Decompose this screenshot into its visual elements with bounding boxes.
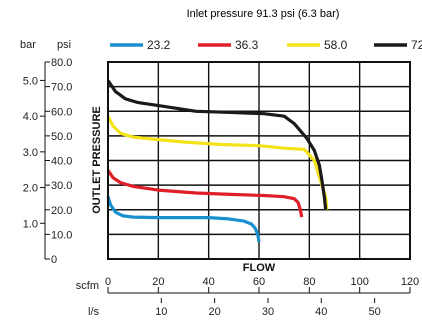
y-tick-label-psi: 20.0 [51,205,72,217]
x-tick-label-scfm: 60 [253,276,265,288]
series-line-58.0 [106,115,329,210]
y-unit-bar-label: bar [20,39,36,51]
y-axes: 0 10.0 20.0 30.0 40.0 50.0 60.0 70.0 80.0 1.0 2.0 3… [23,57,73,266]
x-unit-ls-label: l/s [88,306,100,318]
y-tick-label-psi: 60.0 [51,106,72,118]
x-tick-label-scfm: 40 [203,276,215,288]
y-tick-label-psi: 30.0 [51,180,72,192]
legend-label-72.5: 72.5 [411,38,422,52]
legend: 23.2 36.3 58.0 72.5 [110,38,422,52]
x-tick-label-ls: 20 [209,306,221,318]
legend-label-36.3: 36.3 [235,38,259,52]
plot-frame [107,61,411,260]
series-group [106,79,329,243]
x-tick-label-ls: 50 [369,306,381,318]
x-tick-label-ls: 30 [262,306,274,318]
x-tick-label-scfm: 120 [401,276,419,288]
x-tick-label-ls: 10 [155,306,167,318]
y-tick-label-psi: 0 [51,254,57,266]
series-line-23.2 [106,196,261,243]
y-tick-label-bar: 4.0 [23,111,38,123]
x-unit-scfm-label: scfm [76,280,99,292]
legend-label-58.0: 58.0 [324,38,348,52]
y-tick-label-bar: 3.0 [23,147,38,159]
x-tick-label-scfm: 100 [350,276,368,288]
x-axis-label: FLOW [243,262,276,274]
grid [108,62,410,259]
y-tick-label-bar: 2.0 [23,183,38,195]
legend-label-23.2: 23.2 [147,38,171,52]
series-line-36.3 [106,169,304,218]
y-axis-label: OUTLET PRESSURE [91,106,103,214]
series-line-72.5 [106,79,328,210]
y-tick-label-bar: 1.0 [23,218,38,230]
y-unit-psi-label: psi [57,39,71,51]
x-axes: 0 20 40 60 80 100 120 10 20 30 40 50 [105,276,419,318]
y-tick-label-psi: 40.0 [51,156,72,168]
y-tick-label-psi: 50.0 [51,131,72,143]
y-tick-label-psi: 10.0 [51,229,72,241]
chart-title: Inlet pressure 91.3 psi (6.3 bar) [187,8,340,20]
y-tick-label-psi: 70.0 [51,82,72,94]
y-tick-label-psi: 80.0 [51,57,72,69]
x-tick-label-ls: 40 [315,306,327,318]
y-tick-label-bar: 5.0 [23,75,38,87]
x-tick-label-scfm: 0 [105,276,111,288]
x-tick-label-scfm: 80 [303,276,315,288]
x-tick-label-scfm: 20 [152,276,164,288]
